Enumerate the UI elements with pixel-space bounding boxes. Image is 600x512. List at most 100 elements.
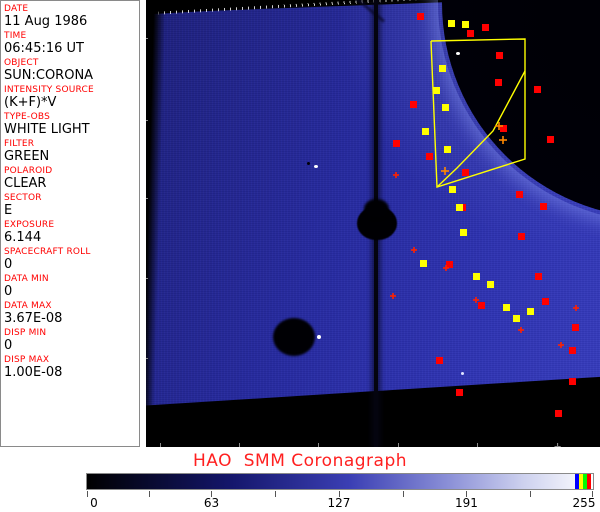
axis-tick-left [146, 120, 148, 121]
metadata-row-filter: FILTER GREEN [4, 139, 139, 164]
colorbar-minor-tick [530, 491, 532, 497]
colorbar-gradient [87, 474, 593, 489]
star-marker-red [467, 30, 474, 37]
metadata-key-sector: SECTOR [4, 193, 42, 203]
metadata-row-disp-max: DISP MAX 1.00E-08 [4, 355, 139, 380]
metadata-key-data-min: DATA MIN [4, 274, 49, 284]
colorbar-flag-band [575, 474, 579, 489]
overlay-marker-group [390, 13, 579, 417]
colorbar-tick-label: 127 [327, 496, 351, 510]
metadata-key-object: OBJECT [4, 58, 39, 68]
orange-x-marker [495, 122, 503, 130]
metadata-row-polaroid: POLAROID CLEAR [4, 166, 139, 191]
metadata-key-date: DATE [4, 4, 29, 14]
metadata-value-object: SUN:CORONA [4, 68, 94, 83]
star-marker-red [518, 233, 525, 240]
metadata-panel: DATE 11 Aug 1986 TIME 06:45:16 UT OBJECT… [0, 0, 140, 447]
constellation-polyline [436, 70, 526, 188]
colorbar[interactable] [86, 473, 594, 490]
star-marker-red [535, 273, 542, 280]
colorbar-minor-tick [148, 491, 150, 497]
coronagraph-plot-frame[interactable]: ++ [146, 0, 600, 447]
metadata-key-disp-min: DISP MIN [4, 328, 47, 338]
metadata-key-exposure: EXPOSURE [4, 220, 55, 230]
colorbar-flag-band [587, 474, 591, 489]
star-marker-red [569, 378, 576, 385]
axis-tick-left [146, 358, 148, 359]
metadata-value-filter: GREEN [4, 149, 50, 164]
constellation-polygon [430, 38, 526, 188]
star-marker-yellow [462, 21, 469, 28]
colorbar-flag-band [583, 474, 587, 489]
colorbar-tick-label: 63 [203, 496, 220, 510]
star-marker-yellow [473, 273, 480, 280]
star-marker-red [534, 86, 541, 93]
star-marker-red [547, 136, 554, 143]
star-marker-red [410, 101, 417, 108]
axis-plus-marker-bottom: + [554, 439, 562, 447]
star-marker-red [478, 302, 485, 309]
colorbar-flag-band [579, 474, 583, 489]
star-marker-yellow [503, 304, 510, 311]
star-marker-red [516, 191, 523, 198]
star-marker-red [426, 153, 433, 160]
metadata-row-object: OBJECT SUN:CORONA [4, 58, 139, 83]
small-plus-marker [518, 327, 524, 333]
metadata-row-data-min: DATA MIN 0 [4, 274, 139, 299]
metadata-value-exposure: 6.144 [4, 230, 42, 245]
metadata-value-data-max: 3.67E-08 [4, 311, 63, 326]
star-marker-yellow [456, 204, 463, 211]
bright-speck [456, 52, 460, 55]
axis-tick-left [146, 38, 148, 39]
bright-speck [314, 165, 318, 168]
star-marker-yellow [487, 281, 494, 288]
metadata-value-disp-min: 0 [4, 338, 13, 353]
star-marker-red [572, 324, 579, 331]
metadata-row-date: DATE 11 Aug 1986 [4, 4, 139, 29]
star-marker-yellow [433, 87, 440, 94]
metadata-row-data-max: DATA MAX 3.67E-08 [4, 301, 139, 326]
metadata-value-data-min: 0 [4, 284, 13, 299]
star-marker-red [417, 13, 424, 20]
star-marker-red [500, 125, 507, 132]
small-plus-marker [393, 172, 399, 178]
overlay-polyline-group [430, 38, 526, 188]
small-plus-marker [411, 247, 417, 253]
bright-speck [317, 335, 321, 339]
metadata-row-disp-min: DISP MIN 0 [4, 328, 139, 353]
star-marker-yellow [449, 186, 456, 193]
metadata-value-type-obs: WHITE LIGHT [4, 122, 90, 137]
colorbar-tick [87, 491, 88, 497]
metadata-value-polaroid: CLEAR [4, 176, 47, 191]
star-marker-red [462, 169, 469, 176]
metadata-key-time: TIME [4, 31, 27, 41]
star-marker-yellow [442, 104, 449, 111]
star-marker-yellow [460, 229, 467, 236]
colorbar-tick [466, 491, 468, 497]
metadata-key-data-max: DATA MAX [4, 301, 52, 311]
colorbar-tick [592, 491, 593, 497]
metadata-key-filter: FILTER [4, 139, 35, 149]
metadata-row-sector: SECTOR E [4, 193, 139, 218]
metadata-value-intensity-source: (K+F)*V [4, 95, 57, 110]
orange-plus-marker [499, 136, 507, 144]
metadata-row-exposure: EXPOSURE 6.144 [4, 220, 139, 245]
axis-tick-bottom [318, 443, 319, 447]
metadata-key-polaroid: POLAROID [4, 166, 53, 176]
metadata-value-date: 11 Aug 1986 [4, 14, 88, 29]
metadata-key-disp-max: DISP MAX [4, 355, 50, 365]
metadata-row-time: TIME 06:45:16 UT [4, 31, 139, 56]
colorbar-tick-label: 255 [572, 496, 596, 510]
coronagraph-image[interactable] [146, 0, 600, 447]
small-plus-marker [473, 297, 479, 303]
colorbar-tick [211, 491, 213, 497]
metadata-row-type-obs: TYPE-OBS WHITE LIGHT [4, 112, 139, 137]
metadata-value-sector: E [4, 203, 13, 218]
star-marker-red [496, 52, 503, 59]
star-marker-red [495, 79, 502, 86]
small-plus-marker [390, 293, 396, 299]
star-marker-red [393, 140, 400, 147]
colorbar-minor-tick [275, 491, 277, 497]
colorbar-tick [338, 491, 340, 497]
axis-tick-bottom [557, 443, 558, 447]
